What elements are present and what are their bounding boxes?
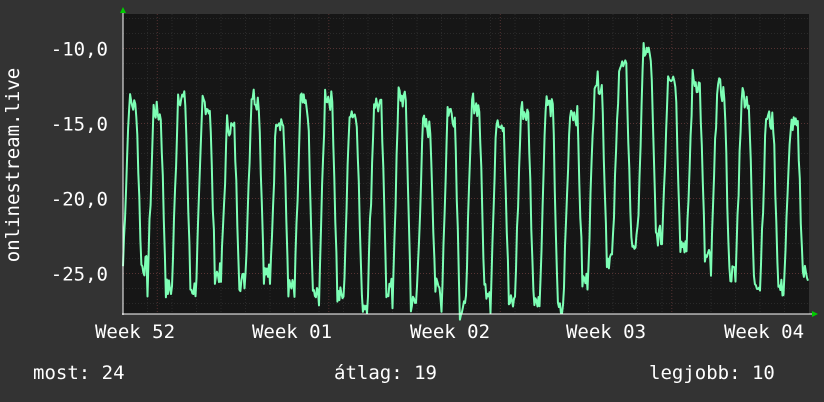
- stat-average-value: 19: [414, 362, 437, 384]
- x-ticks: Week 52 Week 01 Week 02 Week 03 Week 04: [95, 321, 804, 343]
- stat-current-label: most:: [33, 362, 91, 384]
- x-tick-label: Week 04: [724, 321, 804, 343]
- y-tick-label: -10,0: [51, 39, 108, 61]
- y-axis-label: onlinestream.live: [2, 68, 24, 262]
- y-axis-arrow-icon: [120, 7, 126, 13]
- y-tick-label: -15,0: [51, 114, 108, 136]
- series-line: [122, 42, 809, 321]
- y-tick-label: -25,0: [51, 264, 108, 286]
- stat-average: átlag: 19: [334, 362, 437, 384]
- stat-best-value: 10: [751, 362, 775, 384]
- x-tick-label: Week 52: [95, 321, 175, 343]
- x-tick-label: Week 02: [410, 321, 490, 343]
- stat-average-label: átlag:: [334, 362, 403, 384]
- stat-current: most: 24: [33, 362, 125, 384]
- stat-current-value: 24: [101, 362, 125, 384]
- stat-best: legjobb: 10: [649, 362, 775, 384]
- x-axis-arrow-icon: [812, 311, 818, 317]
- x-tick-label: Week 01: [252, 321, 332, 343]
- x-tick-label: Week 03: [566, 321, 646, 343]
- y-tick-label: -20,0: [51, 189, 108, 211]
- y-ticks: -10,0 -15,0 -20,0 -25,0: [51, 39, 108, 286]
- stat-best-label: legjobb:: [649, 362, 741, 384]
